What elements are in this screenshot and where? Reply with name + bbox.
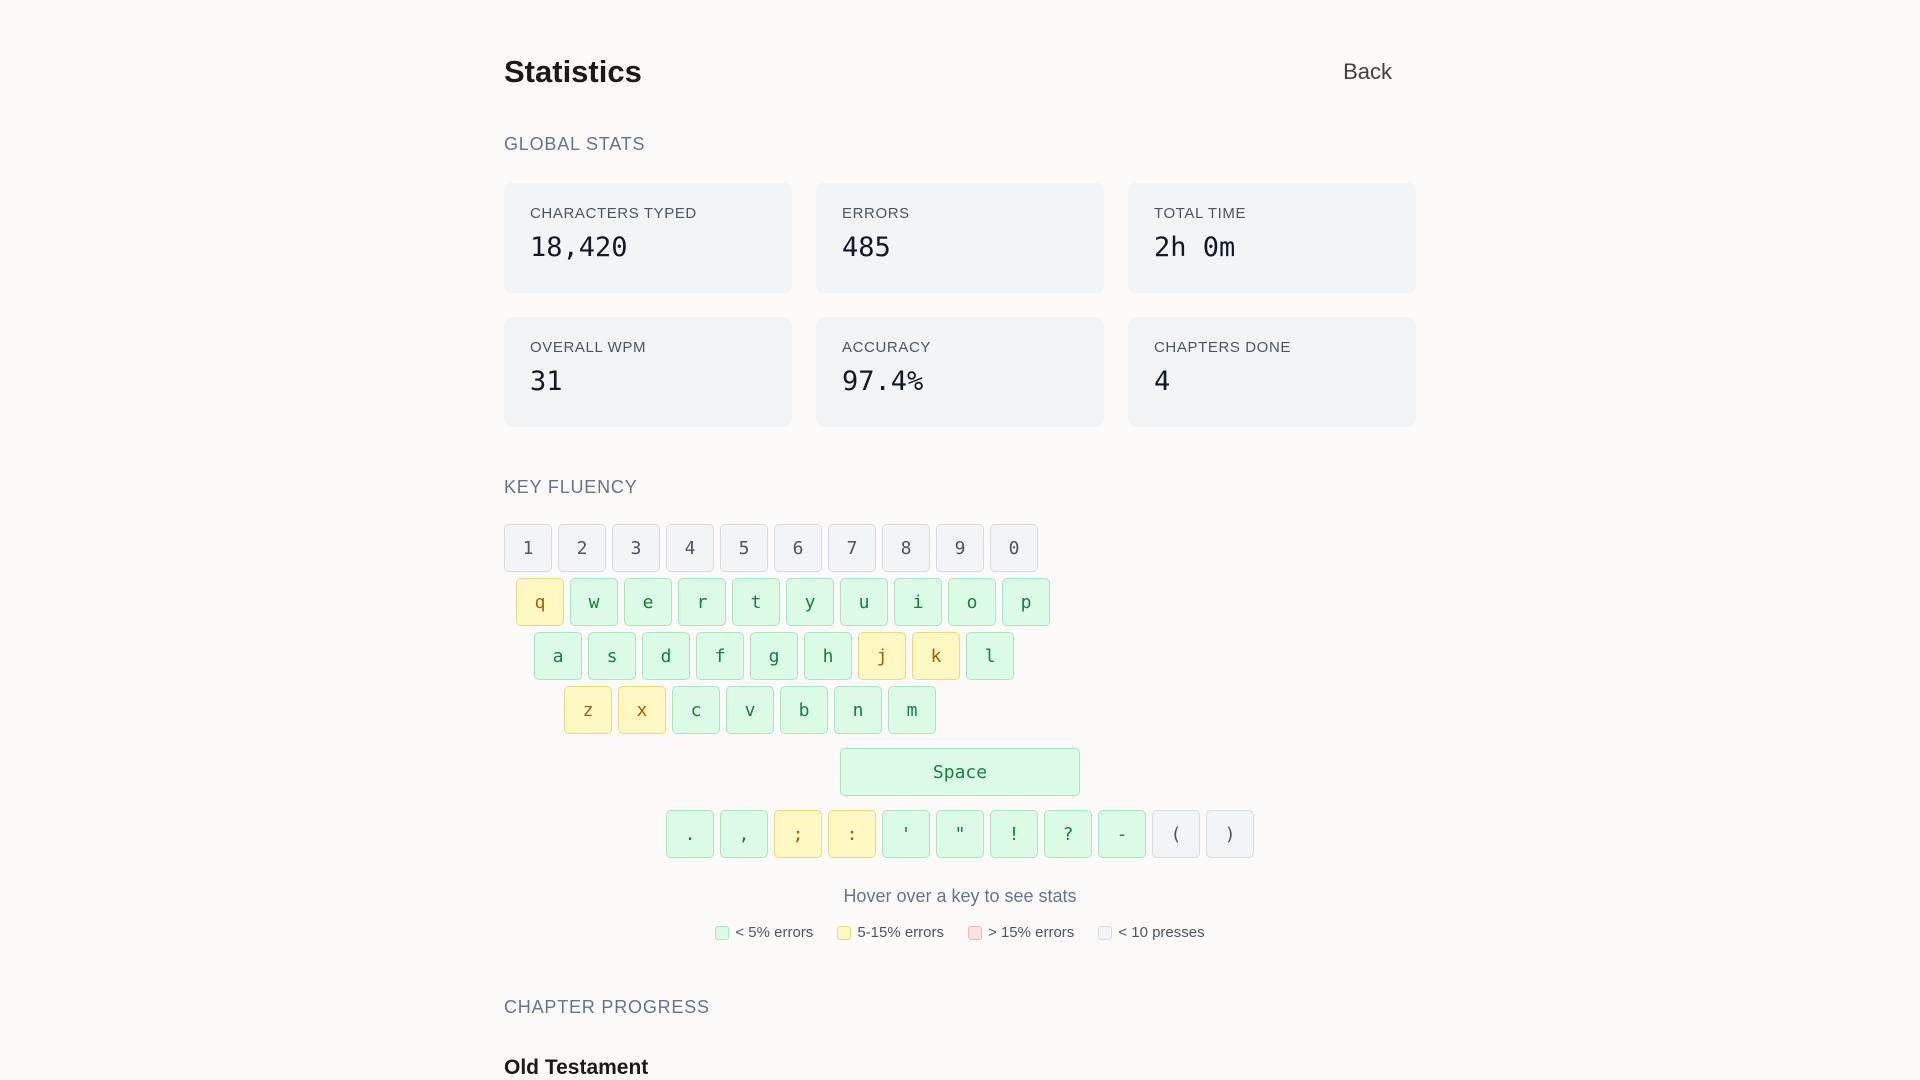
- key-9[interactable]: 9: [936, 524, 984, 572]
- legend-swatch-green: [715, 925, 730, 940]
- key-3[interactable]: 3: [612, 524, 660, 572]
- chapter-group-title: Old Testament: [504, 1056, 649, 1079]
- key-fluency-heading: KEY FLUENCY: [504, 477, 638, 497]
- stat-value: 18,420: [530, 232, 628, 263]
- key-4[interactable]: 4: [666, 524, 714, 572]
- legend-item-green: < 5% errors: [715, 924, 813, 941]
- key-c[interactable]: c: [672, 686, 720, 734]
- key-i[interactable]: i: [894, 578, 942, 626]
- keyboard-row-punctuation: .,;: ' "!? -(): [666, 810, 1416, 858]
- stat-label: CHAPTERS DONE: [1154, 339, 1291, 356]
- stat-value: 2h 0m: [1154, 232, 1236, 263]
- stat-card-accuracy: ACCURACY 97.4%: [816, 317, 1104, 427]
- legend-label: 5-15% errors: [857, 924, 945, 941]
- key-b[interactable]: b: [780, 686, 828, 734]
- stat-card-total-time: TOTAL TIME 2h 0m: [1128, 183, 1416, 293]
- key-8[interactable]: 8: [882, 524, 930, 572]
- key-a[interactable]: a: [534, 632, 582, 680]
- legend-label: < 10 presses: [1118, 924, 1205, 941]
- key-v[interactable]: v: [726, 686, 774, 734]
- key-s[interactable]: s: [588, 632, 636, 680]
- legend-item-gray: < 10 presses: [1098, 924, 1205, 941]
- key-1[interactable]: 1: [504, 524, 552, 572]
- key-z[interactable]: z: [564, 686, 612, 734]
- key-period[interactable]: .: [666, 810, 714, 858]
- key-r[interactable]: r: [678, 578, 726, 626]
- key-semicolon[interactable]: ;: [774, 810, 822, 858]
- key-u[interactable]: u: [840, 578, 888, 626]
- key-comma[interactable]: ,: [720, 810, 768, 858]
- key-open-paren[interactable]: (: [1152, 810, 1200, 858]
- fluency-legend: < 5% errors 5-15% errors > 15% errors < 10 …: [504, 924, 1416, 941]
- key-x[interactable]: x: [618, 686, 666, 734]
- key-w[interactable]: w: [570, 578, 618, 626]
- legend-swatch-red: [968, 925, 983, 940]
- key-l[interactable]: l: [966, 632, 1014, 680]
- key-m[interactable]: m: [888, 686, 936, 734]
- global-stats-heading: GLOBAL STATS: [504, 134, 646, 154]
- legend-item-red: > 15% errors: [968, 924, 1074, 941]
- key-6[interactable]: 6: [774, 524, 822, 572]
- key-o[interactable]: o: [948, 578, 996, 626]
- stat-value: 485: [842, 232, 891, 263]
- stat-label: ACCURACY: [842, 339, 931, 356]
- key-0[interactable]: 0: [990, 524, 1038, 572]
- key-j[interactable]: j: [858, 632, 906, 680]
- legend-swatch-yellow: [837, 925, 852, 940]
- stat-card-chapters-done: CHAPTERS DONE 4: [1128, 317, 1416, 427]
- key-d[interactable]: d: [642, 632, 690, 680]
- key-hyphen[interactable]: -: [1098, 810, 1146, 858]
- key-7[interactable]: 7: [828, 524, 876, 572]
- stat-label: CHARACTERS TYPED: [530, 205, 697, 222]
- key-e[interactable]: e: [624, 578, 672, 626]
- key-q[interactable]: q: [516, 578, 564, 626]
- key-question[interactable]: ?: [1044, 810, 1092, 858]
- stat-card-characters-typed: CHARACTERS TYPED 18,420: [504, 183, 792, 293]
- key-2[interactable]: 2: [558, 524, 606, 572]
- key-k[interactable]: k: [912, 632, 960, 680]
- page-title: Statistics: [504, 54, 642, 89]
- back-button[interactable]: Back: [1343, 59, 1416, 85]
- key-f[interactable]: f: [696, 632, 744, 680]
- stat-label: ERRORS: [842, 205, 910, 222]
- legend-item-yellow: 5-15% errors: [837, 924, 944, 941]
- key-y[interactable]: y: [786, 578, 834, 626]
- page-header: Statistics Back: [504, 50, 1416, 94]
- chapter-progress-heading: CHAPTER PROGRESS: [504, 997, 710, 1017]
- global-stats-grid: CHARACTERS TYPED 18,420 ERRORS 485 TOTAL…: [504, 183, 1416, 427]
- stat-value: 31: [530, 366, 563, 397]
- key-5[interactable]: 5: [720, 524, 768, 572]
- key-n[interactable]: n: [834, 686, 882, 734]
- stat-value: 4: [1154, 366, 1171, 397]
- stat-value: 97.4%: [842, 366, 924, 397]
- stat-label: OVERALL WPM: [530, 339, 647, 356]
- stat-label: TOTAL TIME: [1154, 205, 1247, 222]
- hover-hint: Hover over a key to see stats: [843, 886, 1077, 906]
- key-apostrophe[interactable]: ': [882, 810, 930, 858]
- legend-label: < 5% errors: [735, 924, 814, 941]
- legend-label: > 15% errors: [988, 924, 1075, 941]
- stat-card-overall-wpm: OVERALL WPM 31: [504, 317, 792, 427]
- key-close-paren[interactable]: ): [1206, 810, 1254, 858]
- stat-card-errors: ERRORS 485: [816, 183, 1104, 293]
- key-colon[interactable]: :: [828, 810, 876, 858]
- key-quote[interactable]: ": [936, 810, 984, 858]
- keyboard-row-space: Space: [840, 748, 1416, 796]
- key-g[interactable]: g: [750, 632, 798, 680]
- key-t[interactable]: t: [732, 578, 780, 626]
- key-exclamation[interactable]: !: [990, 810, 1038, 858]
- statistics-page: Statistics Back GLOBAL STATS CHARACTERS …: [504, 0, 1416, 1080]
- key-space[interactable]: Space: [840, 748, 1080, 796]
- key-h[interactable]: h: [804, 632, 852, 680]
- legend-swatch-gray: [1098, 925, 1113, 940]
- key-p[interactable]: p: [1002, 578, 1050, 626]
